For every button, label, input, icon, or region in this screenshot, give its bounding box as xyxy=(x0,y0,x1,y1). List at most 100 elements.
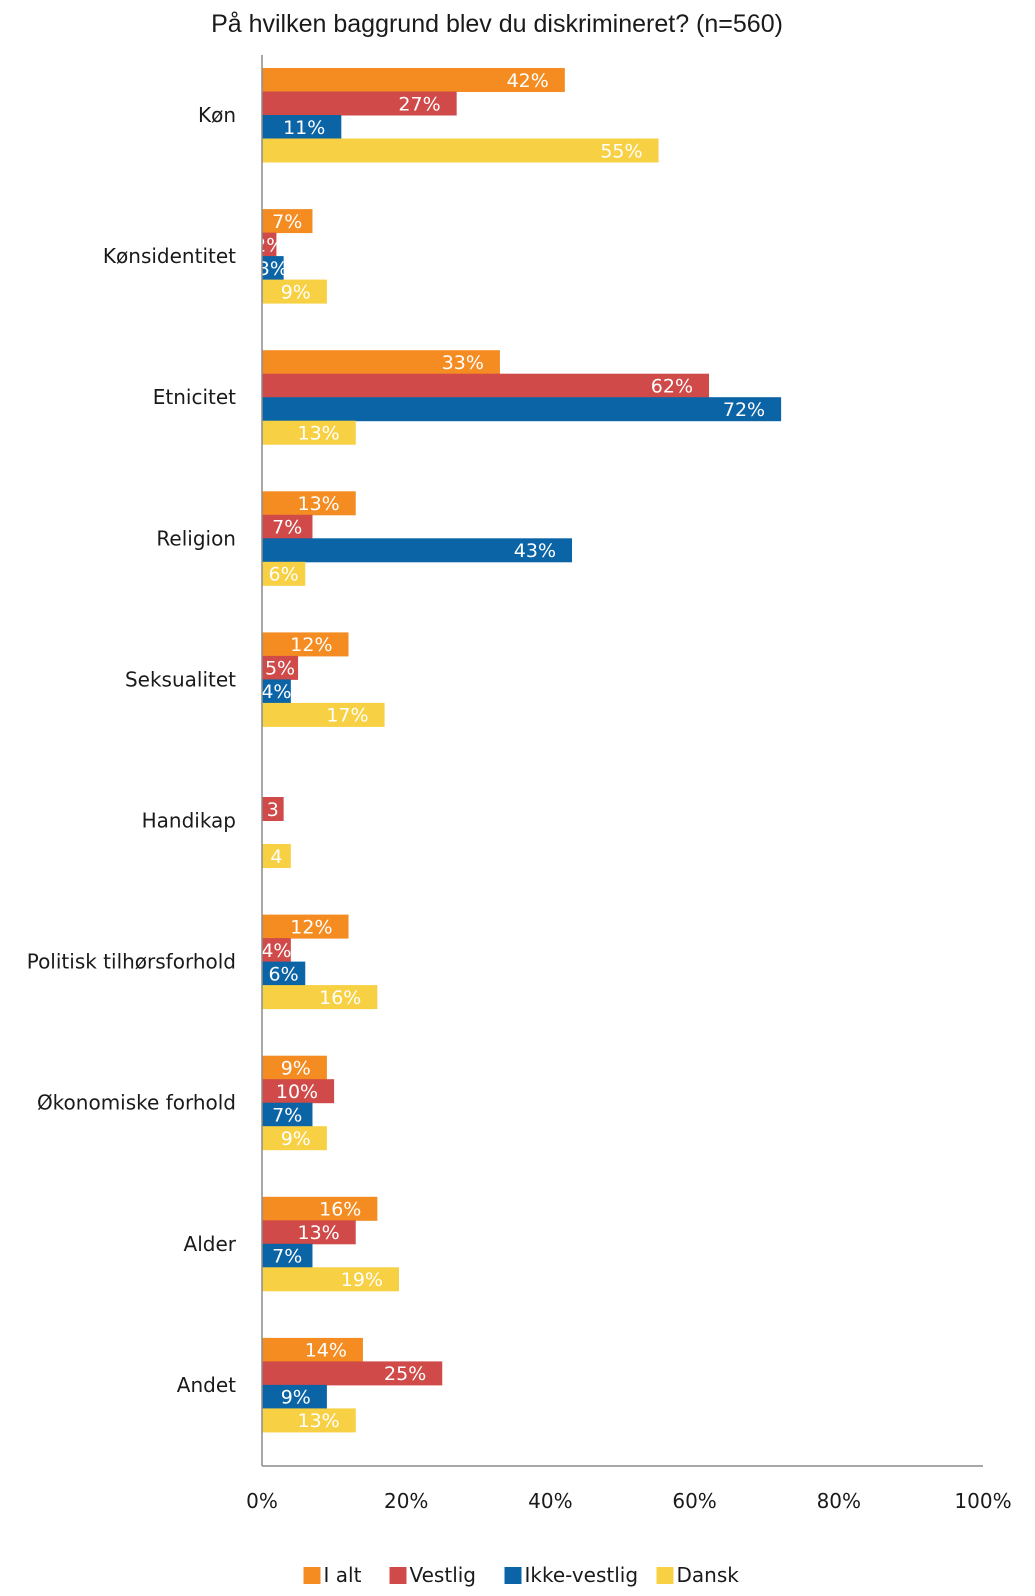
data-label: 13% xyxy=(297,493,339,515)
bar xyxy=(262,491,356,516)
data-label: 3 xyxy=(267,799,279,821)
category-label: Kønsidentitet xyxy=(103,244,236,268)
category-label: Politisk tilhørsforhold xyxy=(27,950,236,974)
legend-label: Vestlig xyxy=(410,1563,477,1587)
bar xyxy=(262,1243,313,1268)
bar xyxy=(262,702,385,727)
data-label: 4 xyxy=(270,846,282,868)
data-label: 6% xyxy=(269,963,299,985)
x-tick-label: 80% xyxy=(817,1489,861,1513)
x-tick-label: 100% xyxy=(954,1489,1011,1513)
data-label: 10% xyxy=(276,1081,318,1103)
data-label: 4% xyxy=(261,681,291,703)
data-label: 27% xyxy=(398,93,440,115)
bar xyxy=(262,679,291,704)
data-label: 7% xyxy=(272,1246,302,1268)
bar-group: 42%27%11%55%7%2%3%9%33%62%72%13%13%7%43%… xyxy=(254,68,782,1433)
data-label: 6% xyxy=(269,564,299,586)
data-label: 42% xyxy=(507,70,549,92)
data-label: 7% xyxy=(272,1104,302,1126)
data-label: 17% xyxy=(326,705,368,727)
category-label: Alder xyxy=(184,1232,237,1256)
x-tick-label: 40% xyxy=(528,1489,572,1513)
category-label: Handikap xyxy=(142,809,236,833)
data-label: 55% xyxy=(600,140,642,162)
bar xyxy=(262,373,710,398)
data-label: 12% xyxy=(290,916,332,938)
bar xyxy=(262,1055,327,1080)
bar xyxy=(262,1079,335,1104)
bar xyxy=(262,632,349,657)
data-label: 16% xyxy=(319,1199,361,1221)
axes: Køn Kønsidentitet Etnicitet Religion Seksual… xyxy=(27,55,1012,1513)
data-label: 7% xyxy=(272,211,302,233)
bar xyxy=(262,91,457,116)
x-tick-label: 0% xyxy=(246,1489,278,1513)
data-label: 5% xyxy=(265,658,295,680)
bar xyxy=(262,1267,399,1292)
legend-swatch xyxy=(303,1567,321,1584)
category-label: Køn xyxy=(198,103,236,127)
x-tick-label: 60% xyxy=(672,1489,716,1513)
data-label: 72% xyxy=(723,399,765,421)
bar xyxy=(262,68,565,92)
category-label: Andet xyxy=(177,1373,236,1397)
legend-label: Dansk xyxy=(677,1563,740,1587)
bar xyxy=(262,961,306,986)
data-label: 9% xyxy=(281,1128,311,1150)
data-label: 62% xyxy=(651,375,693,397)
bar xyxy=(262,538,573,563)
data-label: 9% xyxy=(281,281,311,303)
bar xyxy=(262,1384,327,1409)
data-label: 12% xyxy=(290,634,332,656)
bar xyxy=(262,844,291,868)
data-label: 16% xyxy=(319,987,361,1009)
legend-swatch xyxy=(389,1567,407,1584)
bar xyxy=(262,1361,443,1386)
bar xyxy=(262,350,500,375)
bar xyxy=(262,209,313,234)
data-label: 19% xyxy=(341,1269,383,1291)
bar xyxy=(262,655,299,680)
legend-swatch xyxy=(656,1567,674,1584)
category-label: Seksualitet xyxy=(125,667,236,691)
bar xyxy=(262,115,342,139)
bar xyxy=(262,256,284,281)
bar xyxy=(262,1102,313,1127)
bar xyxy=(262,797,284,821)
category-label: Etnicitet xyxy=(153,385,236,409)
x-tick-label: 20% xyxy=(384,1489,428,1513)
category-label: Religion xyxy=(156,526,236,550)
bar xyxy=(262,1126,327,1151)
bar xyxy=(262,1220,356,1245)
legend-label: I alt xyxy=(324,1563,362,1587)
data-label: 7% xyxy=(272,517,302,539)
bar xyxy=(262,561,306,586)
data-label: 9% xyxy=(281,1057,311,1079)
data-label: 13% xyxy=(297,1410,339,1432)
data-label: 14% xyxy=(305,1340,347,1362)
bar xyxy=(262,985,378,1010)
legend-label: Ikke-vestlig xyxy=(525,1563,639,1587)
data-label: 13% xyxy=(297,422,339,444)
data-label: 4% xyxy=(261,940,291,962)
data-label: 11% xyxy=(283,117,325,139)
bar xyxy=(262,232,277,257)
bar xyxy=(262,1337,363,1362)
category-label: Økonomiske forhold xyxy=(37,1091,236,1115)
chart-title: På hvilken baggrund blev du diskriminere… xyxy=(211,10,783,38)
bar xyxy=(262,397,782,422)
data-label: 43% xyxy=(514,540,556,562)
data-label: 13% xyxy=(297,1222,339,1244)
bar xyxy=(262,514,313,539)
bar xyxy=(262,420,356,445)
bar xyxy=(262,914,349,939)
bar xyxy=(262,1196,378,1221)
data-label: 3% xyxy=(258,258,288,280)
legend-swatch xyxy=(504,1567,522,1584)
legend: I alt Vestlig Ikke-vestlig Dansk xyxy=(303,1563,740,1587)
data-label: 33% xyxy=(442,352,484,374)
bar xyxy=(262,938,291,963)
bar xyxy=(262,138,659,163)
